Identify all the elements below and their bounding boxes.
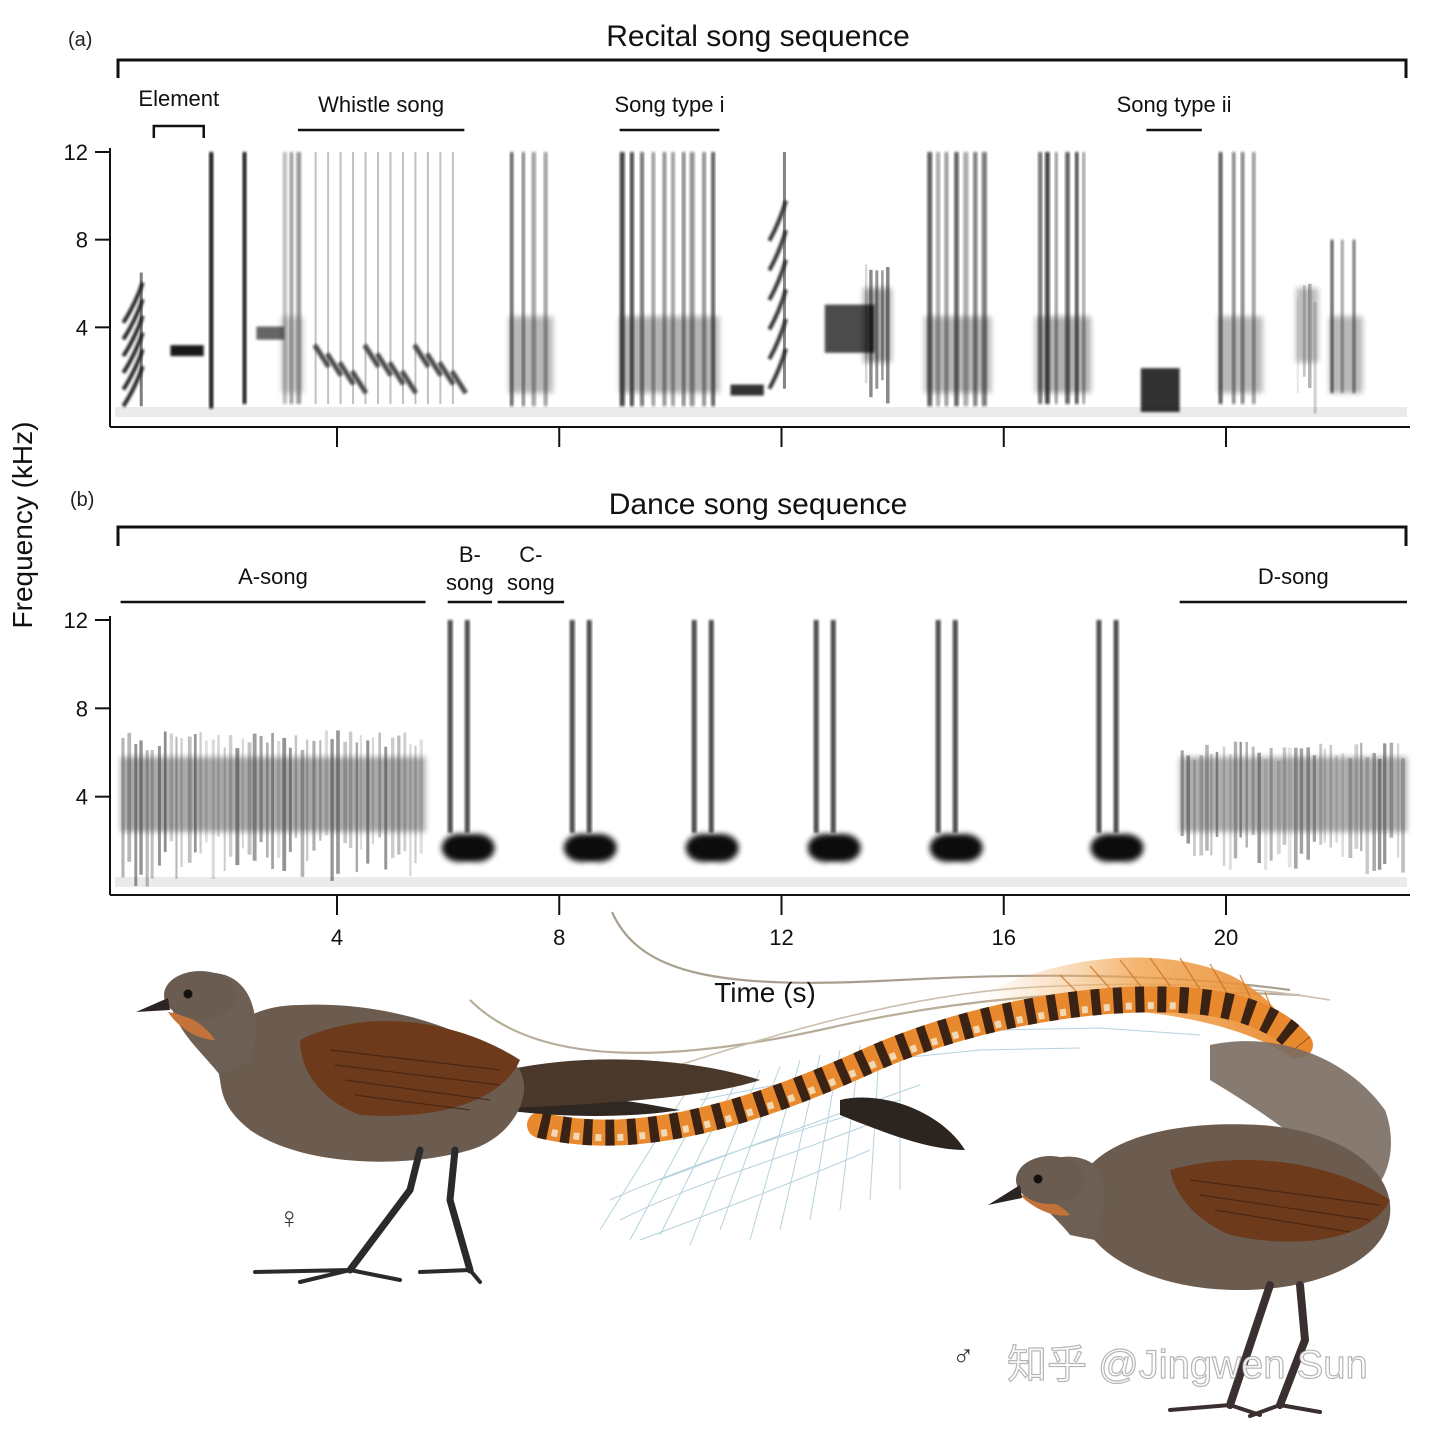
x-axis-title: Time (s) [714,977,816,1008]
spectrogram-event [281,152,304,405]
spectrogram-event [1218,152,1263,405]
y-tick-label: 12 [64,608,88,633]
spectrogram-event [807,620,861,862]
y-axis-title: Frequency (kHz) [7,422,38,629]
spectrogram-event [563,620,617,862]
spectrogram-event [242,152,247,405]
spectrogram-event [256,326,285,340]
spectrogram-event [619,152,720,407]
panel-b-axes [109,616,1410,896]
y-tick-label: 4 [76,785,88,810]
x-tick-label: 16 [992,925,1016,950]
spectrogram-event [170,345,204,357]
spectrogram-event [312,152,468,405]
female-tail [470,1059,760,1110]
female-throat [168,1012,215,1040]
spectrogram-event [924,152,992,407]
spectrogram-event [120,730,426,887]
spectrogram-event [730,384,764,396]
panel-a-x-ticks [336,427,1227,447]
male-beak [988,1185,1022,1205]
female-head [164,971,236,1019]
spectrogram-event [508,152,554,407]
spectrogram-noise-floor [115,407,1407,417]
panel-a-title: Recital song sequence [606,20,910,53]
male-wing [1170,1160,1390,1242]
female-wing [300,1021,520,1116]
male-head [1016,1156,1084,1204]
male-wing-lines [1189,1179,1381,1233]
female-legs [253,1146,482,1284]
segment-label: Whistle song [318,92,444,117]
spectrogram-event [1035,152,1091,405]
y-tick-label: 8 [76,228,88,253]
panel-b: (b) Dance song sequence A-song B-song C-so… [64,488,1410,950]
y-tick-label: 12 [64,140,88,165]
female-beak [136,998,170,1012]
x-tick-label: 8 [553,925,565,950]
male-symbol: ♂ [952,1340,975,1373]
watermark-text: 知乎 @Jingwen Sun [1007,1343,1368,1387]
x-tick-label: 4 [331,925,343,950]
panel-b-label: (b) [70,489,94,511]
spectrogram-event [929,620,983,862]
spectrogram-event [1090,620,1144,862]
spectrogram-event [863,264,892,404]
female-wing-lines [329,1049,501,1111]
spectrogram-noise-floor [115,877,1407,887]
male-lyrebird: ♂ [952,1041,1391,1418]
lyrebird-illustration: ♀ ♂ [136,911,1391,1418]
panel-b-y-ticks: 4 8 12 [64,608,110,810]
panel-b-x-ticks: 4 8 12 16 20 [331,895,1238,950]
panel-b-segments: A-song B-song C-song D-song [120,542,1407,604]
panel-a-axes [109,148,1410,428]
panel-a-y-ticks: 4 8 12 [64,140,110,340]
spectrogram-event [441,620,495,862]
spectrogram-event [1296,283,1319,414]
panel-a-segments: Element Whistle song Song type i Song type … [138,86,1232,138]
segment-label: Song type ii [1117,92,1232,117]
spectrogram-event [1140,368,1180,412]
male-tail-lyrate-stripes [536,986,1311,1146]
segment-label: B-song [446,542,494,595]
panel-b-title: Dance song sequence [609,488,908,521]
spectrogram-event [1329,239,1363,394]
segment-label: D-song [1258,564,1329,589]
y-tick-label: 4 [76,315,88,340]
spectrogram-event [685,620,739,862]
male-legs [1168,1281,1322,1418]
spectrogram-event [1179,741,1407,875]
segment-label: C-song [507,542,555,595]
spectrogram-event [767,152,788,390]
panel-a-spectrogram [115,152,1407,417]
female-eye [183,989,193,999]
segment-bracket [152,124,205,138]
y-tick-label: 8 [76,696,88,721]
panel-b-spectrogram [115,620,1407,887]
panel-b-sequence-bracket [116,525,1408,546]
segment-label: Song type i [614,92,724,117]
male-eye [1033,1174,1043,1184]
panel-a: (a) Recital song sequence Element Whistle… [64,20,1410,447]
panel-a-label: (a) [68,29,92,51]
male-dark-tail-feathers [840,1097,965,1150]
segment-label: Element [138,86,219,111]
segment-label: A-song [238,564,308,589]
female-lyrebird: ♀ [136,971,760,1284]
female-symbol: ♀ [278,1202,301,1235]
panel-a-sequence-bracket [116,58,1408,78]
spectrogram-event [209,152,214,409]
x-tick-label: 12 [769,925,793,950]
x-tick-label: 20 [1214,925,1238,950]
spectrogram-event [121,272,145,408]
